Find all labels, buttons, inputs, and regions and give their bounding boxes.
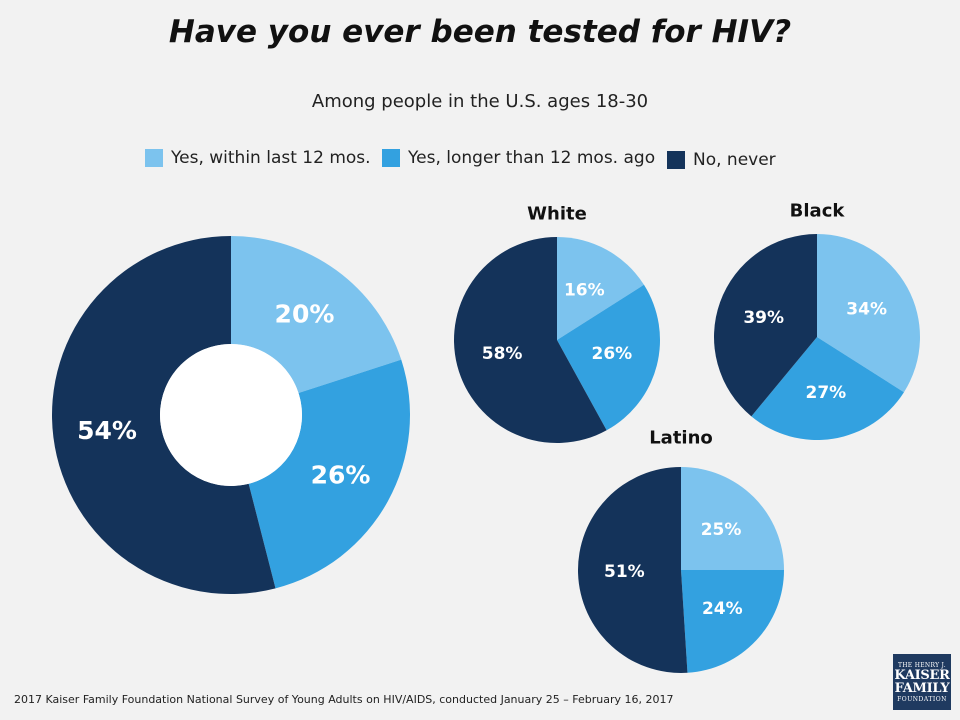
pie-slice (751, 337, 904, 440)
legend-item-yes-longer: Yes, longer than 12 mos. ago (382, 148, 655, 168)
data-label: 58% (482, 344, 523, 364)
data-label: 34% (846, 300, 887, 320)
legend-item-yes-12: Yes, within last 12 mos. (145, 148, 371, 168)
data-label: 25% (701, 520, 742, 540)
pie-slice (52, 236, 276, 594)
source-footnote: 2017 Kaiser Family Foundation National S… (14, 693, 674, 706)
pie-latino: 25% 24% 51% Latino (577, 428, 784, 673)
legend-swatch-yes-12 (145, 149, 163, 167)
logo-line-4: FOUNDATION (897, 695, 947, 703)
pie-white: 16% 26% 58% White (453, 204, 660, 443)
pie-slice (557, 237, 644, 340)
pie-title: White (527, 204, 587, 225)
pie-black: 34% 27% 39% Black (714, 201, 920, 440)
pie-slice (248, 359, 410, 589)
pie-slice (714, 234, 817, 417)
pie-slice (817, 234, 920, 393)
legend-label-never: No, never (693, 150, 776, 170)
data-label: 51% (604, 562, 645, 582)
pie-overall: 20% 26% 54% (52, 236, 410, 594)
logo-line-3: FAMILY (894, 680, 950, 696)
data-label: 26% (311, 461, 371, 490)
data-label: 26% (592, 344, 633, 364)
pie-slice (681, 570, 784, 673)
chart-subtitle: Among people in the U.S. ages 18-30 (311, 91, 649, 112)
data-label: 39% (743, 308, 784, 328)
data-label: 20% (275, 299, 335, 328)
pie-slice (557, 284, 660, 431)
data-label: 27% (806, 383, 847, 403)
data-label: 54% (77, 416, 137, 445)
logo-line-1: THE HENRY J. (897, 661, 947, 669)
pie-slice (681, 467, 784, 570)
data-label: 24% (702, 599, 743, 619)
legend-swatch-yes-longer (382, 149, 400, 167)
legend: Yes, within last 12 mos. Yes, longer tha… (0, 148, 960, 178)
legend-label-yes-longer: Yes, longer than 12 mos. ago (408, 148, 656, 168)
pie-slice (231, 236, 402, 394)
chart-title: Have you ever been tested for HIV? (168, 14, 792, 50)
pie-title: Black (790, 201, 846, 222)
legend-label-yes-12: Yes, within last 12 mos. (171, 148, 371, 168)
legend-swatch-never (667, 151, 685, 169)
legend-item-never: No, never (667, 150, 776, 170)
data-label: 16% (564, 280, 605, 300)
pie-title: Latino (649, 428, 713, 449)
donut-hole (160, 344, 302, 486)
logo-line-2: KAISER (894, 667, 950, 683)
pie-slice (453, 237, 607, 443)
pie-slice (577, 467, 688, 673)
kff-logo: THE HENRY J. KAISER FAMILY FOUNDATION (893, 654, 951, 710)
